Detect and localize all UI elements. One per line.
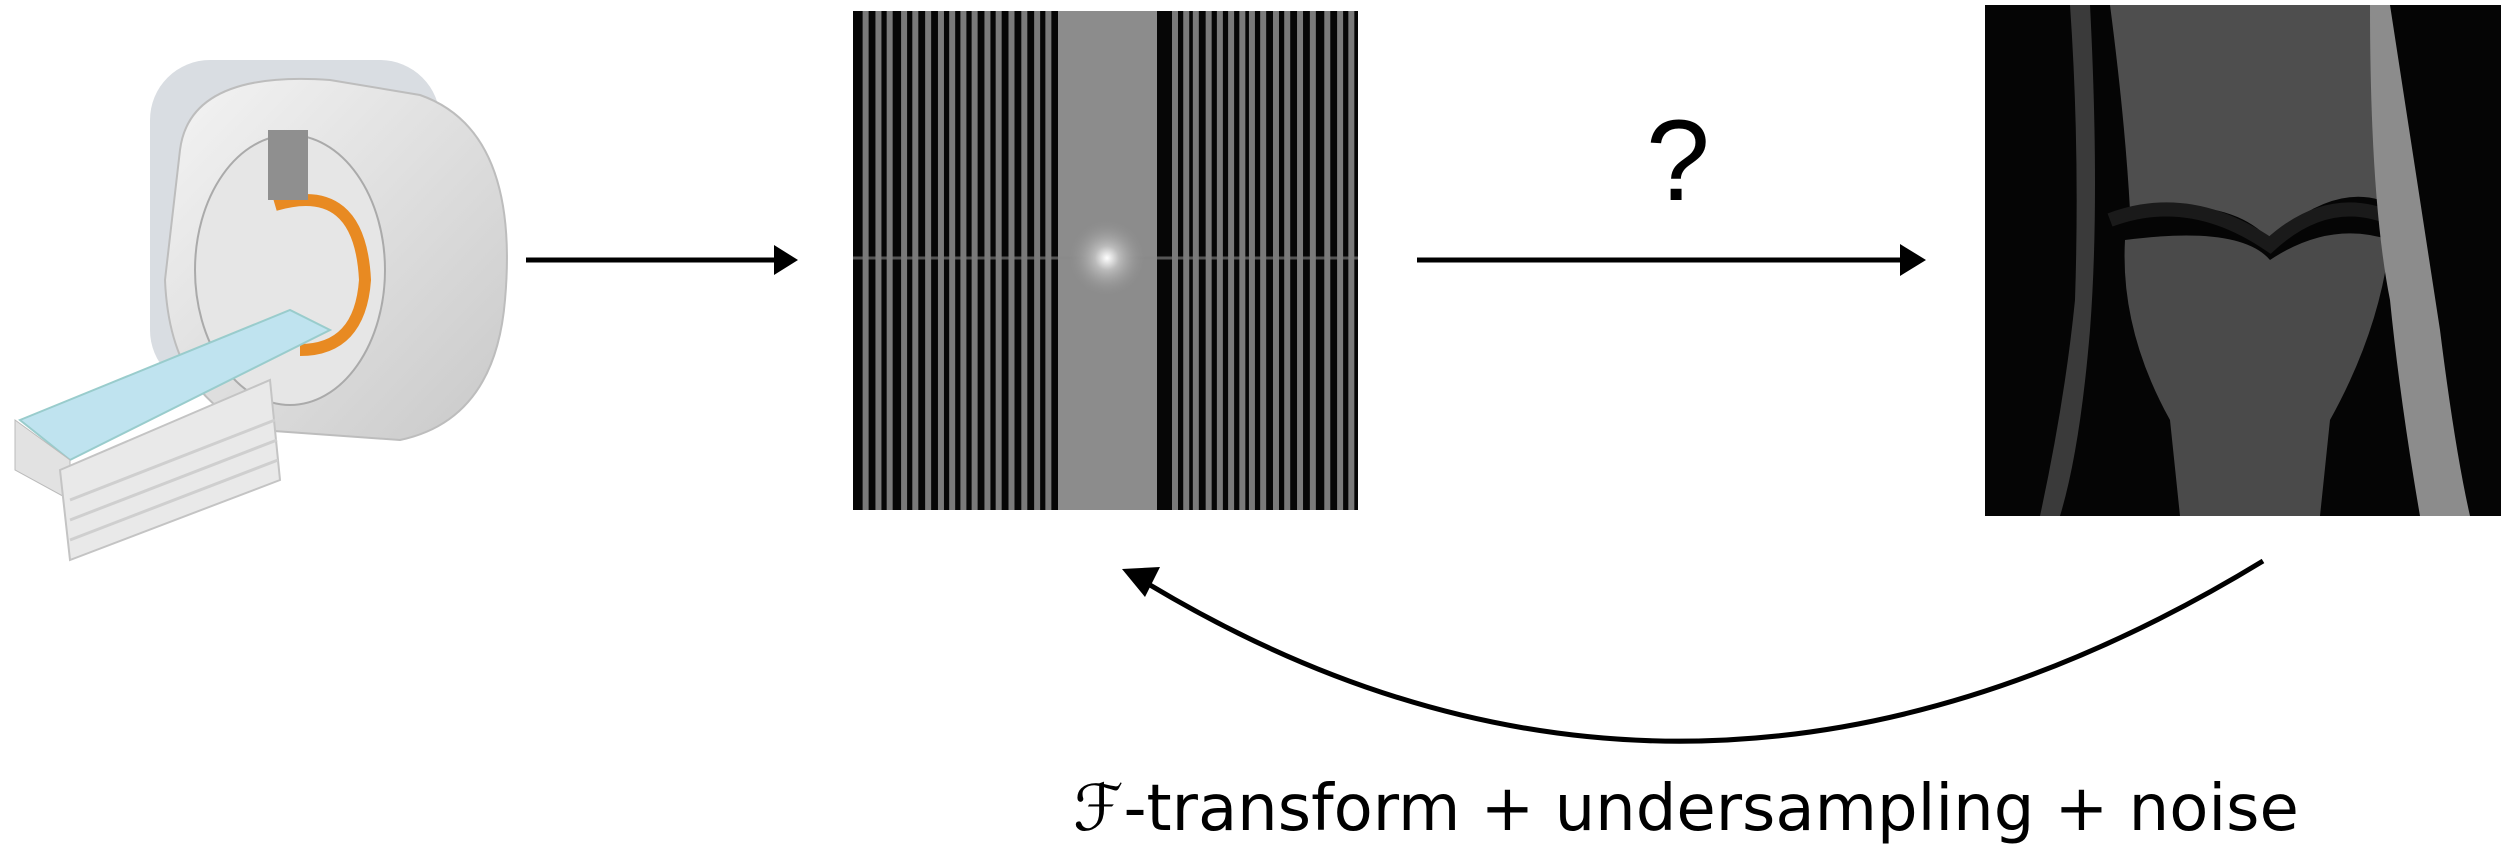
k-space-line	[1324, 11, 1330, 510]
k-space-line	[949, 11, 955, 510]
k-space-line	[1310, 11, 1316, 510]
k-space-line	[1193, 11, 1199, 510]
scanner-panel	[268, 130, 308, 200]
diagram: ? ℱ-transform + undersampling + noise	[0, 0, 2514, 847]
arrow-head	[774, 245, 798, 275]
k-space-line	[1034, 11, 1040, 510]
mri-scanner	[15, 60, 507, 560]
arrow-head	[1122, 567, 1160, 597]
k-space-line	[901, 11, 907, 510]
question-label: ?	[1646, 97, 1710, 225]
k-space-line	[1045, 11, 1051, 510]
k-space-line	[996, 11, 1002, 510]
arrow-head	[1900, 244, 1926, 276]
k-space-line	[960, 11, 966, 510]
k-space-line	[887, 11, 893, 510]
k-space-line	[1297, 11, 1303, 510]
k-space-line	[1284, 11, 1290, 510]
k-space-line	[1217, 11, 1223, 510]
k-space-line	[938, 11, 944, 510]
k-space-line	[1183, 11, 1189, 510]
return-arrow	[1150, 561, 2263, 741]
forward-model-label: ℱ-transform + undersampling + noise	[1073, 772, 2299, 846]
k-space-image	[853, 11, 1358, 510]
k-space-line	[1021, 11, 1027, 510]
k-space-line	[972, 11, 978, 510]
knee-image	[1985, 5, 2501, 516]
k-space-line	[1206, 11, 1212, 510]
k-space-line	[875, 11, 881, 510]
page: ? ℱ-transform + undersampling + noise ((…	[0, 0, 2514, 847]
k-space-peak	[1067, 218, 1147, 298]
k-space-line	[1239, 11, 1245, 510]
k-space-line	[984, 11, 990, 510]
k-space-line	[1172, 11, 1178, 510]
k-space-line	[912, 11, 918, 510]
k-space-line	[1348, 11, 1354, 510]
k-space-line	[1249, 11, 1255, 510]
k-space-line	[863, 11, 869, 510]
k-space-line	[925, 11, 931, 510]
k-space-line	[1008, 11, 1014, 510]
k-space-line	[1337, 11, 1343, 510]
k-space-line	[1260, 11, 1266, 510]
k-space-line	[1273, 11, 1279, 510]
k-space-line	[1228, 11, 1234, 510]
